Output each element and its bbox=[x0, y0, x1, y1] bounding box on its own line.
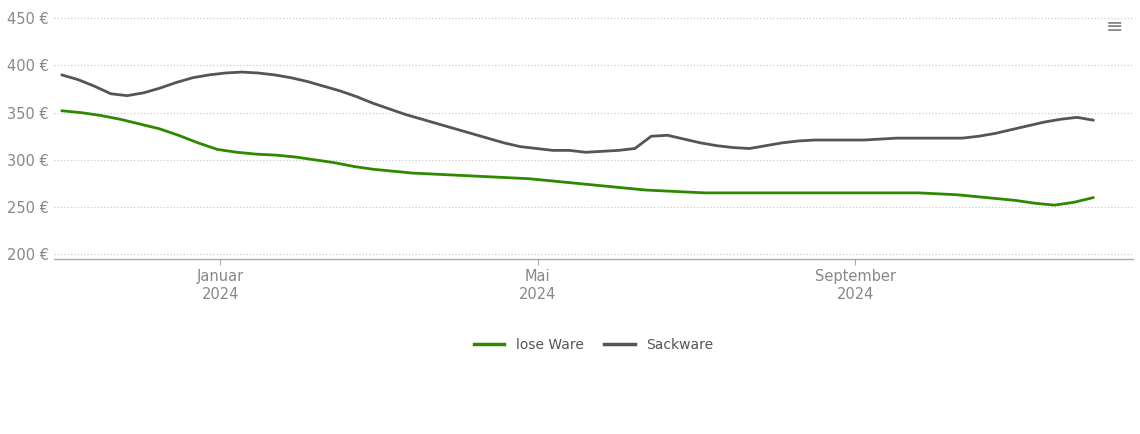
Legend: lose Ware, Sackware: lose Ware, Sackware bbox=[469, 333, 718, 358]
Text: ≡: ≡ bbox=[1106, 17, 1123, 37]
